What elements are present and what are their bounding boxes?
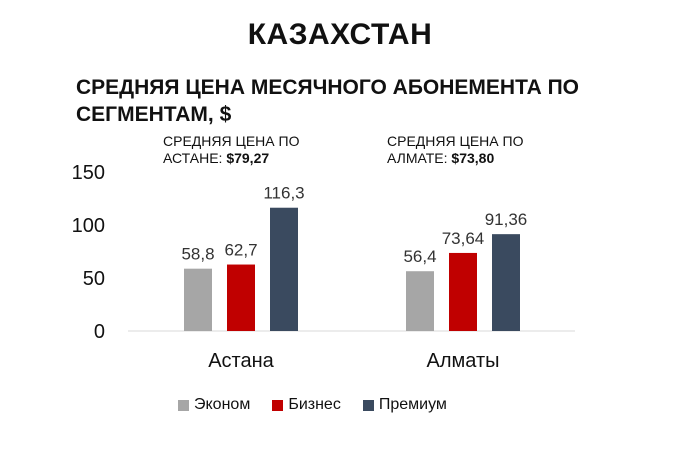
y-tick-label: 50	[83, 268, 105, 290]
bar	[270, 207, 298, 331]
bar	[449, 252, 477, 331]
legend-item-business: Бизнес	[272, 396, 341, 414]
annotation-astana-label: СРЕДНЯЯ ЦЕНА ПО АСТАНЕ:	[163, 133, 300, 166]
legend-swatch-premium	[362, 399, 374, 411]
legend: Эконом Бизнес Премиум	[178, 396, 447, 414]
page-title: КАЗАХСТАН	[247, 18, 433, 51]
annotation-almaty-label: СРЕДНЯЯ ЦЕНА ПО АЛМАТЕ:	[387, 133, 524, 166]
data-label: 58,8	[181, 245, 214, 264]
legend-label-business: Бизнес	[288, 396, 341, 413]
legend-swatch-economy	[178, 399, 189, 411]
y-tick-label: 100	[72, 215, 105, 237]
data-label: 56,4	[403, 247, 436, 266]
bar	[227, 264, 255, 331]
data-label: 116,3	[263, 184, 304, 203]
y-tick-label: 150	[72, 162, 105, 184]
legend-swatch-business	[272, 399, 284, 411]
x-tick-label: Астана	[208, 350, 274, 372]
data-label: 91,36	[485, 210, 528, 229]
y-tick-label: 0	[94, 321, 105, 343]
annotation-almaty-value: $73,80	[451, 150, 495, 166]
legend-item-premium: Премиум	[362, 396, 447, 414]
bar	[492, 234, 520, 331]
annotation-astana-average: СРЕДНЯЯ ЦЕНА ПО АСТАНЕ: $79,27	[163, 133, 353, 167]
bar	[184, 268, 212, 331]
x-tick-label: Алматы	[427, 350, 500, 372]
data-label: 73,64	[442, 229, 485, 248]
chart-title: СРЕДНЯЯ ЦЕНА МЕСЯЧНОГО АБОНЕМЕНТА ПО СЕГ…	[76, 76, 580, 126]
legend-label-premium: Премиум	[378, 396, 447, 413]
annotation-almaty-average: СРЕДНЯЯ ЦЕНА ПО АЛМАТЕ: $73,80	[387, 133, 577, 167]
legend-label-economy: Эконом	[194, 396, 251, 413]
bar	[406, 271, 434, 331]
annotation-astana-value: $79,27	[226, 150, 270, 166]
data-label: 62,7	[224, 241, 257, 260]
legend-item-economy: Эконом	[178, 396, 250, 414]
